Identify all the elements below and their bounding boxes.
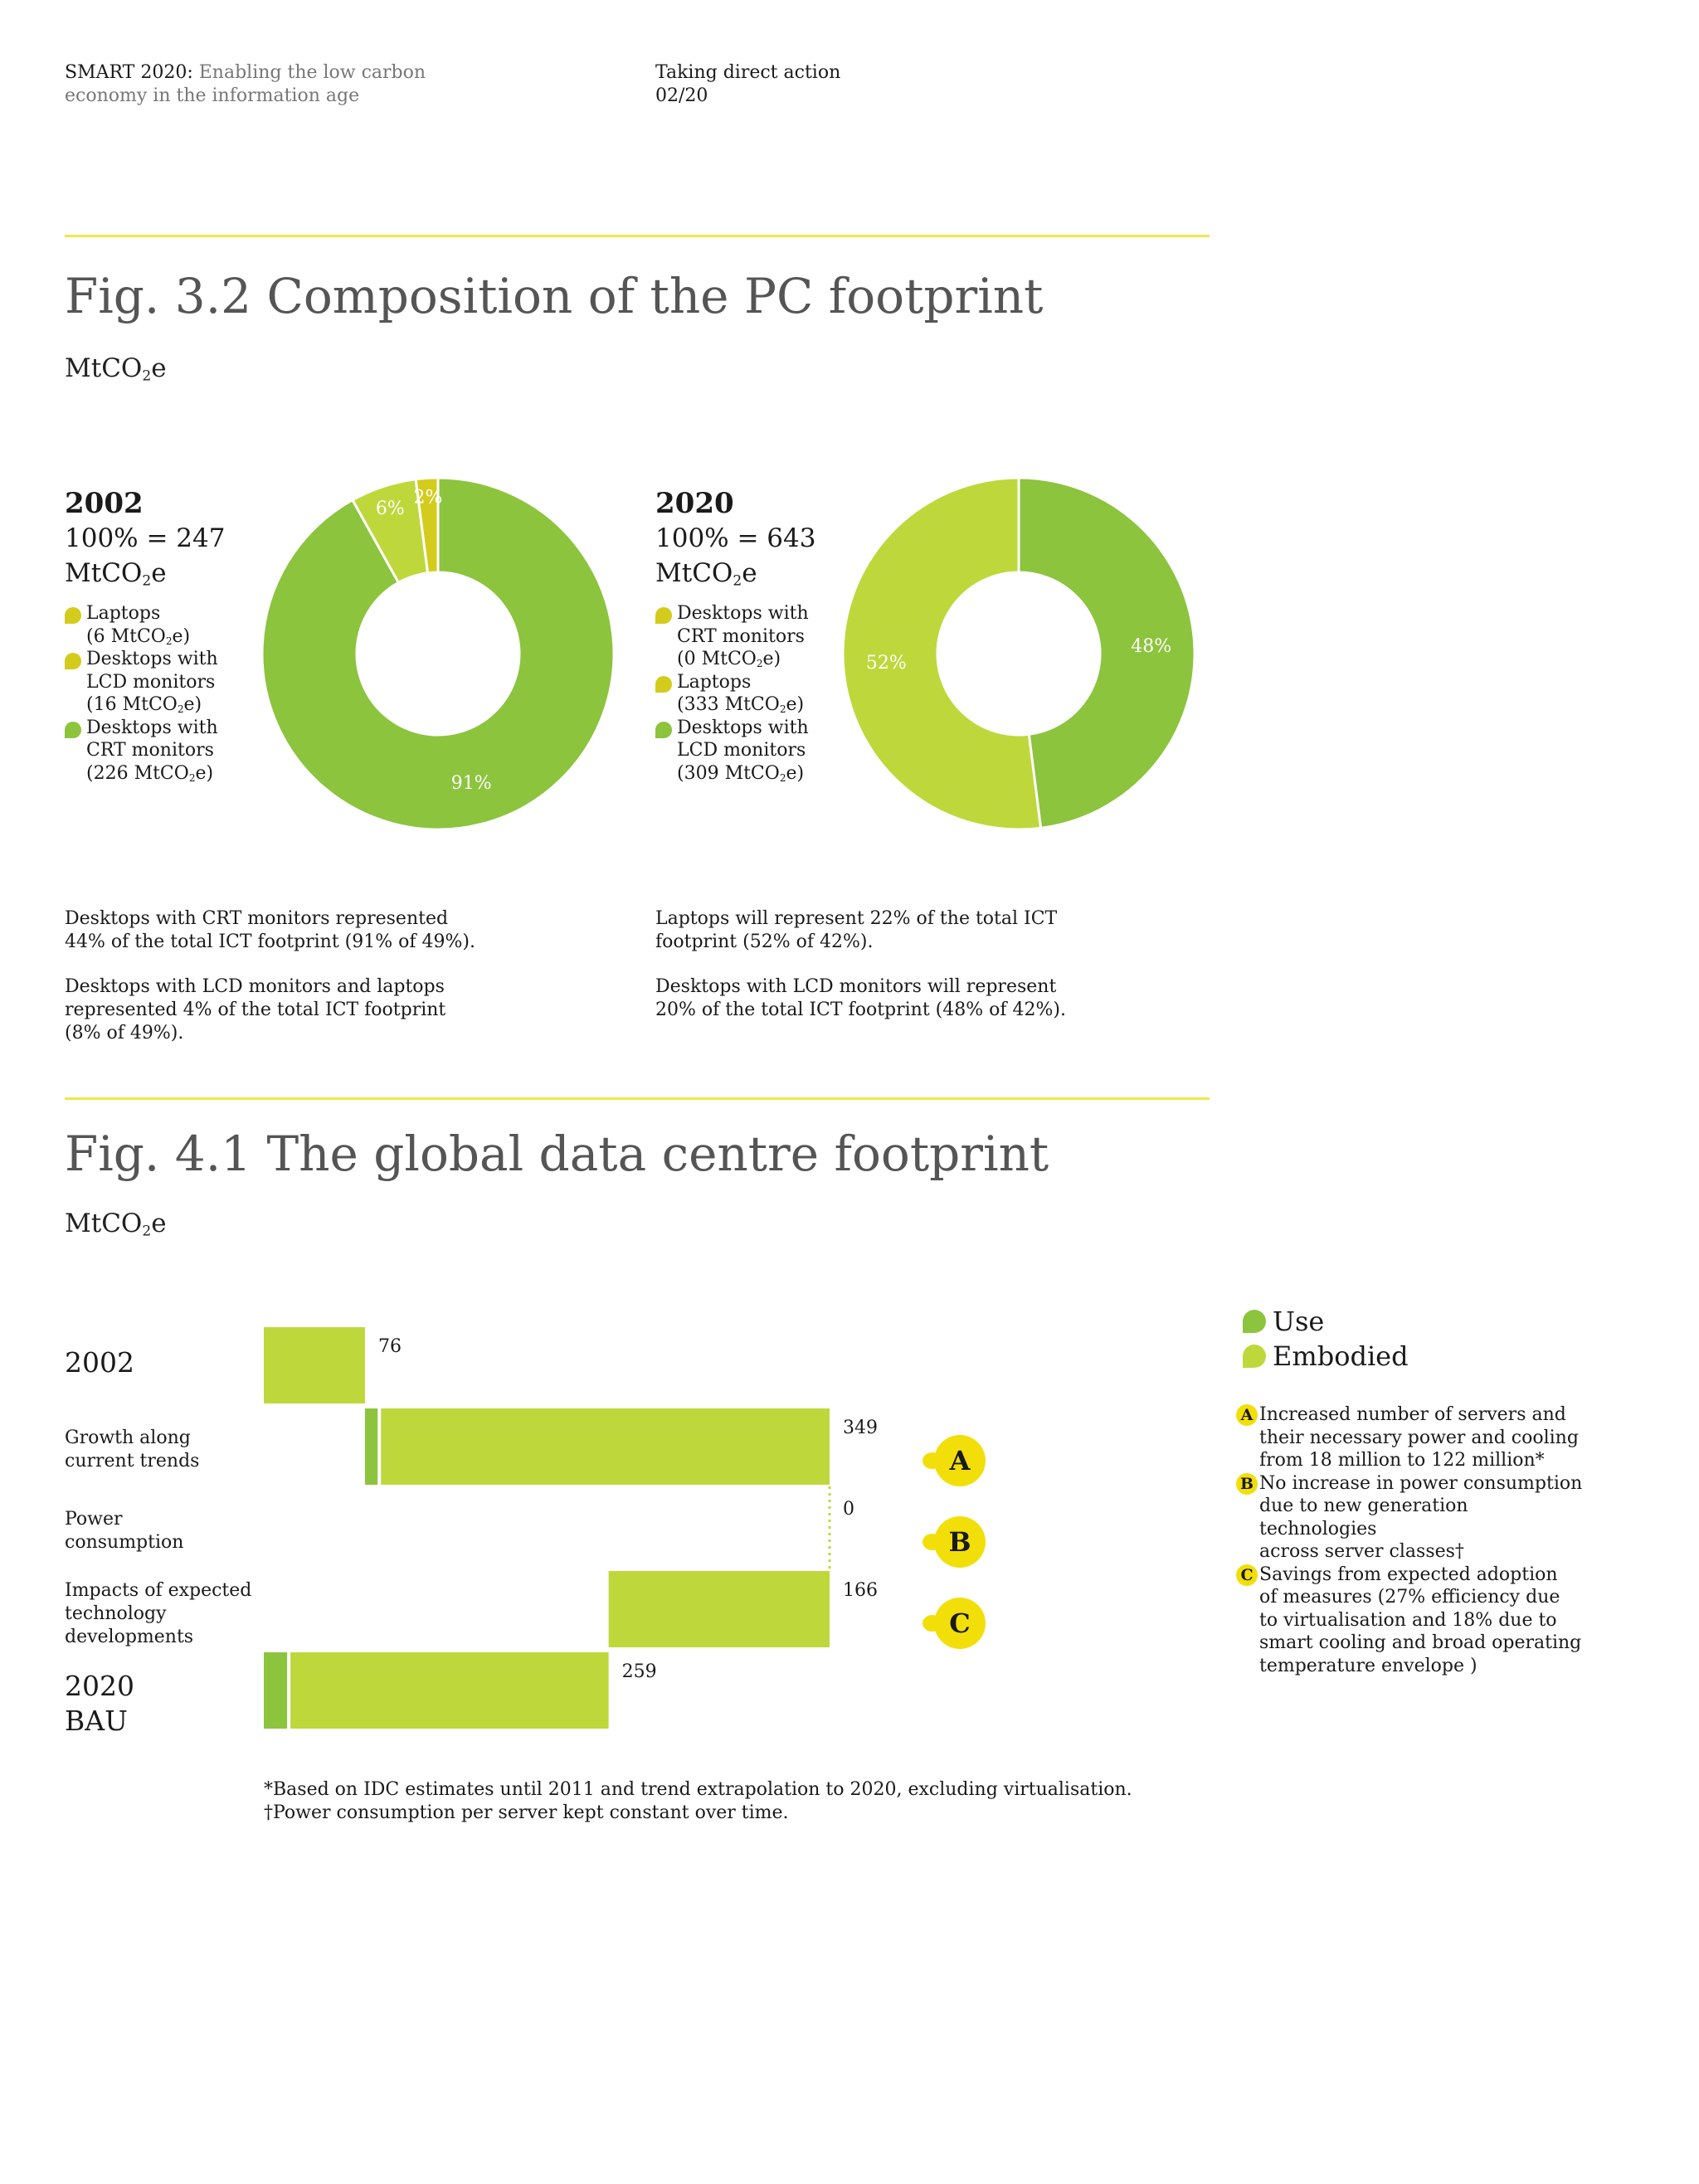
fig41-explanations: A Increased number of servers and their …: [1236, 1403, 1585, 1677]
header-right: Taking direct action 02/20: [655, 61, 840, 108]
fig41-title: Fig. 4.1 The global data centre footprin…: [65, 1126, 1049, 1182]
footnotes: *Based on IDC estimates until 2011 and t…: [264, 1779, 1132, 1823]
fig32-right-key: 2020 100% = 643 MtCO2e Desktops with CRT…: [655, 486, 854, 785]
explanation-a: A Increased number of servers and their …: [1236, 1403, 1585, 1472]
bar-segment: [608, 1571, 830, 1647]
total-2020: 100% = 643: [655, 523, 816, 553]
header-subtitle-2: economy in the information age: [65, 85, 360, 106]
row-label-2002: 2002: [65, 1346, 134, 1379]
fig41-legend: Use Embodied: [1243, 1304, 1409, 1374]
total-2002-unit: MtCO2e: [65, 558, 167, 590]
leaf-icon: [1243, 1345, 1266, 1368]
slice-label: 91%: [451, 773, 492, 794]
total-2002: 100% = 247: [65, 523, 226, 553]
legend-item: Laptops (6 MtCO2e): [65, 602, 264, 648]
section-title: Taking direct action: [655, 62, 841, 83]
bar-segment: [264, 1652, 288, 1729]
donut-slice: [841, 476, 1043, 831]
badge-a-small: A: [1236, 1404, 1258, 1426]
donut-2002: 91% 6% 2%: [260, 476, 616, 831]
bar-value-label: 76: [378, 1336, 402, 1357]
badge-a: A: [923, 1435, 986, 1486]
legend-item: Desktops with CRT monitors (0 MtCO2e): [655, 602, 854, 671]
badge-b: B: [923, 1516, 986, 1568]
legend-item: Laptops (333 MtCO2e): [655, 671, 854, 717]
header-brand: SMART 2020:: [65, 62, 193, 83]
header-subtitle-1: Enabling the low carbon: [198, 62, 426, 83]
bar-segment: [290, 1652, 609, 1729]
badge-c-small: C: [1236, 1564, 1258, 1586]
year-2002: 2002: [65, 487, 144, 520]
leaf-icon: [655, 721, 672, 738]
legend-2020: Desktops with CRT monitors (0 MtCO2e) La…: [655, 602, 854, 785]
slice-label: 2%: [413, 487, 442, 508]
fig32-left-key: 2002 100% = 247 MtCO2e Laptops (6 MtCO2e…: [65, 486, 264, 785]
notes-2020: Laptops will represent 22% of the total …: [655, 908, 1066, 1020]
donut-2020: 48% 52%: [841, 476, 1196, 831]
notes-2002: Desktops with CRT monitors represented 4…: [65, 908, 475, 1043]
leaf-icon: [655, 607, 672, 624]
explanation-c: C Savings from expected adoption of meas…: [1236, 1564, 1585, 1678]
row-label-2020: 2020 BAU: [65, 1670, 134, 1737]
divider-2: [65, 1097, 1210, 1100]
badge-b-small: B: [1236, 1472, 1258, 1495]
bar-segment: [381, 1408, 830, 1485]
legend-2002: Laptops (6 MtCO2e) Desktops with LCD mon…: [65, 602, 264, 785]
waterfall-chart: 76 349 0 166 259: [264, 1327, 878, 1729]
legend-use: Use: [1243, 1304, 1409, 1339]
page-number: 02/20: [655, 85, 708, 106]
bar-value-label: 166: [843, 1580, 878, 1601]
header-left: SMART 2020: Enabling the low carbon econ…: [65, 61, 426, 108]
explanation-b: B No increase in power consumption due t…: [1236, 1472, 1585, 1564]
fig32-unit: MtCO2e: [65, 353, 167, 385]
donut-slice: [260, 476, 616, 831]
legend-item: Desktops with CRT monitors (226 MtCO2e): [65, 717, 264, 786]
donut-slice: [414, 476, 440, 575]
fig32-title: Fig. 3.2 Composition of the PC footprint: [65, 268, 1044, 324]
slice-label: 6%: [376, 499, 405, 519]
total-2020-unit: MtCO2e: [655, 558, 757, 590]
bar-segment: [364, 1408, 378, 1485]
bar-value-label: 0: [843, 1499, 854, 1520]
slice-label: 48%: [1131, 636, 1171, 657]
badge-c: C: [923, 1598, 986, 1649]
bar-segment: [264, 1327, 365, 1403]
year-2020: 2020: [655, 487, 734, 520]
slice-label: 52%: [866, 653, 907, 674]
row-label-growth: Growth along current trends: [65, 1428, 200, 1471]
leaf-icon: [655, 675, 672, 693]
leaf-icon: [65, 607, 81, 624]
bar-value-label: 259: [622, 1661, 657, 1682]
row-label-impacts: Impacts of expected technology development…: [65, 1580, 252, 1647]
legend-item: Desktops with LCD monitors (309 MtCO2e): [655, 717, 854, 786]
fig41-unit: MtCO2e: [65, 1209, 167, 1240]
row-label-power: Power consumption: [65, 1509, 184, 1553]
donut-slice: [1017, 476, 1196, 830]
bar-value-label: 349: [843, 1418, 878, 1438]
divider-1: [65, 235, 1210, 237]
legend-embodied: Embodied: [1243, 1339, 1409, 1374]
leaf-icon: [65, 653, 81, 669]
legend-item: Desktops with LCD monitors (16 MtCO2e): [65, 648, 264, 717]
leaf-icon: [1243, 1310, 1266, 1333]
leaf-icon: [65, 721, 81, 738]
